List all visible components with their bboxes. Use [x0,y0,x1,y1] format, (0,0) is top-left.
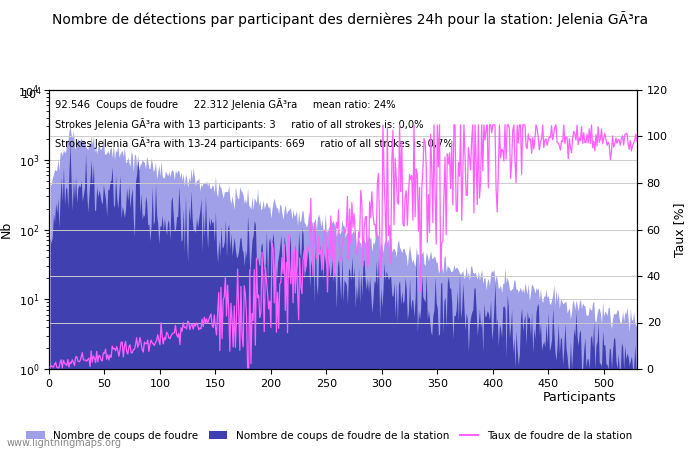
Legend: Nombre de coups de foudre, Nombre de coups de foudre de la station, Taux de foud: Nombre de coups de foudre, Nombre de cou… [22,427,636,445]
Text: Nombre de détections par participant des dernières 24h pour la station: Jelenia : Nombre de détections par participant des… [52,11,648,27]
Y-axis label: Nb: Nb [0,221,13,238]
Text: $10^4$: $10^4$ [21,86,42,102]
Text: Strokes Jelenia GÃ³ra with 13 participants: 3     ratio of all strokes is: 0,0%: Strokes Jelenia GÃ³ra with 13 participan… [55,118,424,130]
Text: Participants: Participants [542,392,616,405]
Y-axis label: Taux [%]: Taux [%] [673,202,687,257]
Text: www.lightningmaps.org: www.lightningmaps.org [7,438,122,448]
Text: 92.546  Coups de foudre     22.312 Jelenia GÃ³ra     mean ratio: 24%: 92.546 Coups de foudre 22.312 Jelenia GÃ… [55,99,396,110]
Text: Strokes Jelenia GÃ³ra with 13-24 participants: 669     ratio of all strokes is: : Strokes Jelenia GÃ³ra with 13-24 partici… [55,137,453,149]
